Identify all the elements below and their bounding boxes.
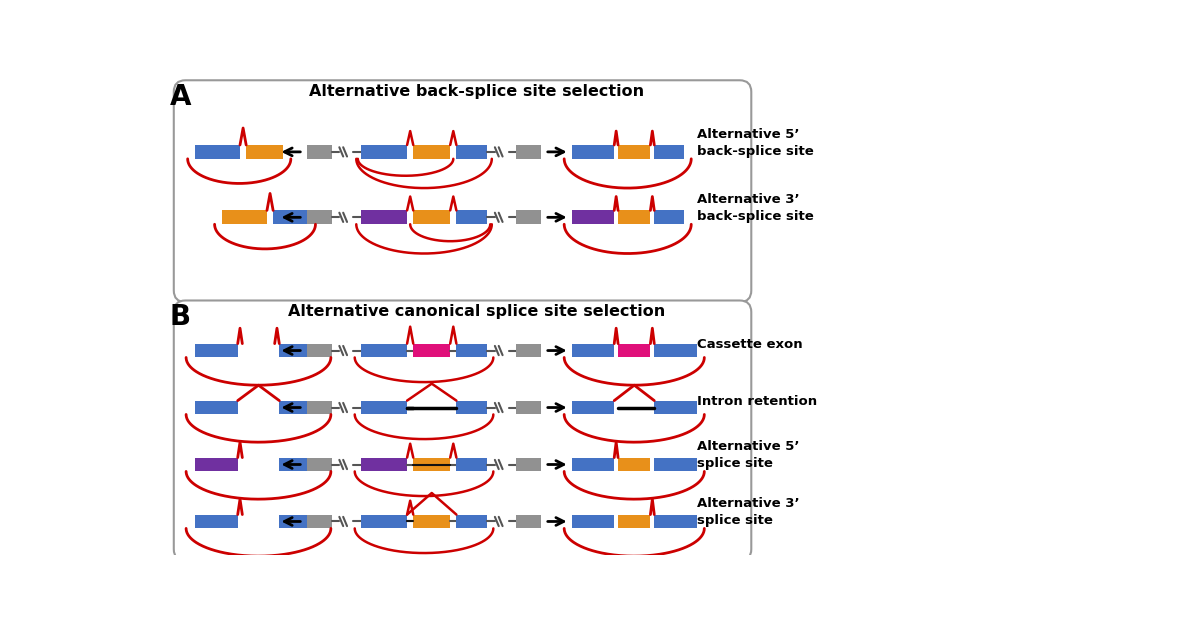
Bar: [307, 210, 331, 224]
Text: Intron retention: Intron retention: [697, 395, 817, 408]
Bar: [280, 457, 322, 471]
Bar: [307, 515, 331, 529]
Bar: [456, 344, 487, 358]
Bar: [307, 457, 331, 471]
Bar: [618, 344, 650, 358]
Bar: [361, 457, 407, 471]
Text: Alternative back-splice site selection: Alternative back-splice site selection: [308, 84, 644, 99]
Bar: [654, 457, 697, 471]
Bar: [361, 344, 407, 358]
Bar: [654, 344, 697, 358]
Bar: [654, 145, 684, 159]
Bar: [196, 145, 240, 159]
Bar: [618, 515, 650, 529]
Bar: [654, 515, 697, 529]
Bar: [413, 210, 450, 224]
Bar: [196, 515, 238, 529]
Bar: [572, 401, 614, 414]
Bar: [307, 344, 331, 358]
Bar: [572, 457, 614, 471]
Bar: [456, 210, 487, 224]
Bar: [307, 401, 331, 414]
Bar: [361, 145, 407, 159]
Bar: [618, 145, 650, 159]
Bar: [196, 401, 238, 414]
Bar: [516, 457, 541, 471]
Bar: [280, 344, 322, 358]
Bar: [654, 401, 697, 414]
Bar: [516, 210, 541, 224]
Bar: [361, 401, 407, 414]
Bar: [222, 210, 266, 224]
Bar: [413, 344, 450, 358]
Bar: [246, 145, 283, 159]
Bar: [274, 210, 307, 224]
Bar: [516, 401, 541, 414]
Bar: [361, 515, 407, 529]
Bar: [618, 457, 650, 471]
FancyBboxPatch shape: [174, 301, 751, 561]
Text: Alternative 3’
splice site: Alternative 3’ splice site: [697, 497, 800, 527]
Bar: [456, 515, 487, 529]
Text: Alternative canonical splice site selection: Alternative canonical splice site select…: [288, 305, 665, 319]
Bar: [361, 210, 407, 224]
Bar: [280, 401, 322, 414]
Bar: [307, 145, 331, 159]
Bar: [618, 210, 650, 224]
Text: Alternative 3’
back-splice site: Alternative 3’ back-splice site: [697, 193, 814, 223]
Bar: [572, 515, 614, 529]
Bar: [516, 145, 541, 159]
Bar: [654, 210, 684, 224]
Text: Alternative 5’
splice site: Alternative 5’ splice site: [697, 441, 800, 470]
Bar: [413, 457, 450, 471]
Text: Alternative 5’
back-splice site: Alternative 5’ back-splice site: [697, 128, 814, 158]
Text: Cassette exon: Cassette exon: [697, 338, 803, 351]
Bar: [413, 145, 450, 159]
Text: B: B: [170, 303, 191, 331]
Bar: [456, 401, 487, 414]
Bar: [572, 344, 614, 358]
Bar: [196, 457, 238, 471]
Bar: [280, 515, 322, 529]
Bar: [456, 457, 487, 471]
Bar: [456, 145, 487, 159]
Text: A: A: [170, 82, 192, 110]
Bar: [516, 515, 541, 529]
Bar: [572, 210, 614, 224]
Bar: [516, 344, 541, 358]
Bar: [572, 145, 614, 159]
Bar: [413, 515, 450, 529]
FancyBboxPatch shape: [174, 80, 751, 302]
Bar: [196, 344, 238, 358]
